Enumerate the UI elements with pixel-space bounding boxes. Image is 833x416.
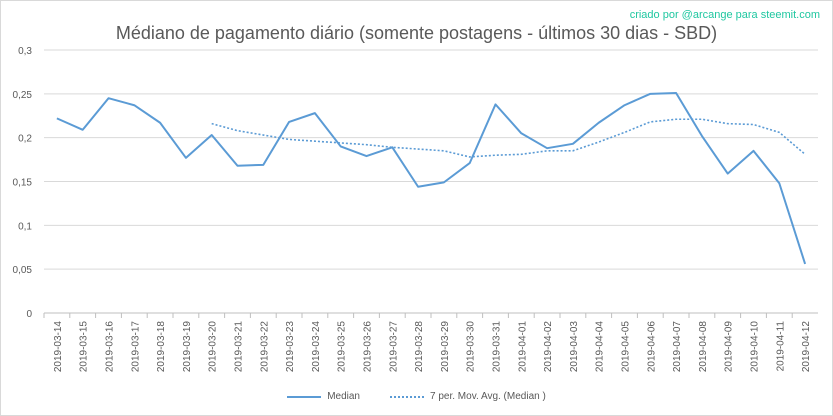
x-tick-label: 2019-03-25 bbox=[337, 321, 348, 373]
y-tick-label: 0,25 bbox=[13, 90, 33, 101]
y-tick-label: 0,1 bbox=[18, 221, 32, 232]
x-tick-label: 2019-04-02 bbox=[543, 321, 554, 373]
x-tick-label: 2019-03-31 bbox=[492, 321, 503, 373]
x-tick-label: 2019-03-27 bbox=[388, 321, 399, 373]
y-tick-label: 0,2 bbox=[18, 134, 32, 145]
x-tick-label: 2019-03-20 bbox=[208, 321, 219, 373]
x-tick-label: 2019-03-17 bbox=[130, 321, 141, 373]
y-tick-label: 0,15 bbox=[13, 178, 33, 189]
x-tick-label: 2019-04-11 bbox=[775, 321, 786, 372]
x-tick-label: 2019-04-03 bbox=[569, 321, 580, 373]
x-tick-label: 2019-03-21 bbox=[234, 321, 245, 373]
x-tick-label: 2019-03-14 bbox=[53, 321, 64, 373]
y-tick-label: 0 bbox=[26, 309, 32, 320]
x-tick-label: 2019-04-05 bbox=[621, 321, 632, 373]
credit-text: criado por @arcange para steemit.com bbox=[629, 9, 820, 21]
x-tick-label: 2019-03-26 bbox=[363, 321, 374, 373]
x-tick-label: 2019-04-04 bbox=[595, 321, 606, 373]
legend-label: 7 per. Mov. Avg. (Median ) bbox=[430, 391, 546, 402]
x-tick-label: 2019-03-30 bbox=[466, 321, 477, 373]
legend: Median 7 per. Mov. Avg. (Median ) bbox=[1, 391, 832, 402]
x-tick-label: 2019-04-07 bbox=[672, 321, 683, 373]
x-tick-label: 2019-03-23 bbox=[285, 321, 296, 373]
legend-swatch-solid bbox=[287, 395, 322, 398]
x-tick-label: 2019-04-12 bbox=[801, 321, 812, 373]
legend-label: Median bbox=[327, 391, 360, 402]
chart-title: Médiano de pagamento diário (somente pos… bbox=[115, 23, 718, 43]
y-tick-label: 0,05 bbox=[13, 265, 33, 276]
median-line bbox=[56, 91, 807, 265]
x-tick-label: 2019-03-28 bbox=[414, 321, 425, 373]
x-tick-label: 2019-03-18 bbox=[156, 321, 167, 373]
y-tick-label: 0,3 bbox=[18, 46, 32, 57]
x-tick-label: 2019-03-15 bbox=[79, 321, 90, 373]
x-tick-label: 2019-04-10 bbox=[750, 321, 761, 373]
x-tick-label: 2019-03-19 bbox=[182, 321, 193, 373]
legend-item-median: Median bbox=[287, 391, 360, 402]
x-tick-label: 2019-03-22 bbox=[259, 321, 270, 373]
x-tick-label: 2019-04-09 bbox=[724, 321, 735, 373]
x-tick-label: 2019-04-06 bbox=[646, 321, 657, 373]
legend-item-moving-average: 7 per. Mov. Avg. (Median ) bbox=[390, 391, 546, 402]
x-tick-label: 2019-04-08 bbox=[698, 321, 709, 373]
x-tick-label: 2019-04-01 bbox=[517, 321, 528, 373]
x-tick-label: 2019-03-24 bbox=[311, 321, 322, 373]
x-tick-label: 2019-03-16 bbox=[105, 321, 116, 373]
x-tick-label: 2019-03-29 bbox=[440, 321, 451, 373]
moving-average-line bbox=[211, 118, 806, 158]
legend-swatch-dotted bbox=[390, 395, 424, 398]
